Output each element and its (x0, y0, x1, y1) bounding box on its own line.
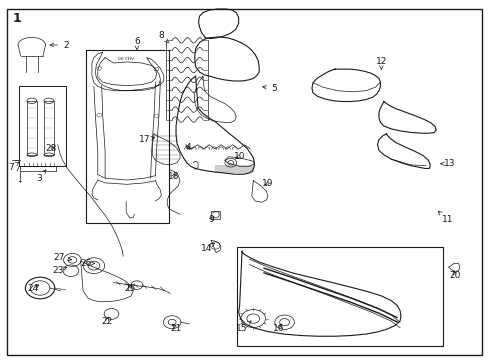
Text: 20: 20 (448, 271, 460, 280)
Text: 12: 12 (375, 57, 386, 69)
Text: 19: 19 (262, 179, 273, 188)
Text: 22: 22 (101, 317, 112, 325)
Text: 16: 16 (272, 324, 284, 333)
Text: 2: 2 (50, 40, 69, 49)
Text: 18: 18 (167, 172, 179, 181)
Bar (211, 211, 220, 219)
Text: 15: 15 (236, 321, 251, 333)
Text: 27: 27 (53, 253, 71, 262)
Text: 17: 17 (138, 135, 154, 144)
Text: 13: 13 (440, 159, 455, 168)
Text: 00 CHV: 00 CHV (118, 57, 134, 62)
Text: 7: 7 (8, 162, 19, 172)
Text: 5: 5 (262, 84, 276, 93)
Text: 4: 4 (185, 143, 191, 152)
Text: 23: 23 (52, 266, 67, 275)
Text: 14: 14 (200, 243, 214, 253)
Text: 28: 28 (45, 144, 57, 153)
Text: 24: 24 (27, 284, 39, 293)
Text: 3: 3 (36, 170, 46, 183)
Bar (237, 247, 442, 346)
Bar (19, 86, 66, 166)
Text: 26: 26 (80, 259, 94, 268)
Text: 1: 1 (12, 12, 21, 24)
Text: 25: 25 (123, 284, 135, 293)
Bar (85, 50, 168, 223)
Text: 9: 9 (208, 215, 214, 224)
Text: 21: 21 (170, 324, 182, 333)
Text: 10: 10 (233, 152, 245, 161)
Text: 11: 11 (437, 211, 452, 224)
Text: 8: 8 (158, 31, 169, 43)
Text: 6: 6 (134, 37, 140, 50)
